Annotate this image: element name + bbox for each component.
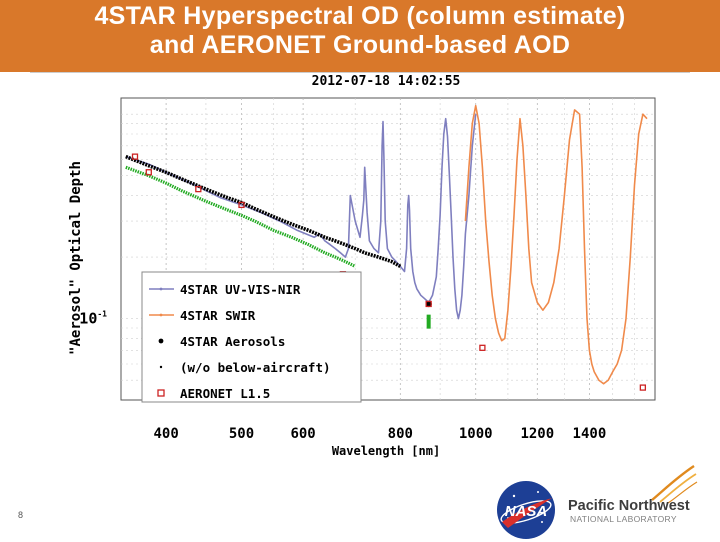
legend-label: 4STAR SWIR (180, 308, 256, 323)
legend-label: 4STAR UV-VIS-NIR (180, 282, 301, 297)
legend-box (141, 271, 362, 403)
legend-item: AERONET L1.5 (157, 386, 270, 401)
x-tick-label: 1200 (520, 426, 554, 442)
aeronet-point (145, 169, 152, 176)
legend-label: 4STAR Aerosols (180, 334, 285, 349)
pnnl-logo: Pacific Northwest NATIONAL LABORATORY (568, 498, 690, 525)
slide-title: 4STAR Hyperspectral OD (column estimate)… (0, 2, 720, 60)
slide-title-line1: 4STAR Hyperspectral OD (column estimate) (94, 2, 626, 30)
chart-title: 2012-07-18 14:02:55 (312, 74, 461, 89)
x-tick-label: 600 (290, 426, 315, 442)
slide-number: 8 (18, 510, 24, 520)
title-bar: 4STAR Hyperspectral OD (column estimate)… (0, 0, 720, 72)
x-axis-ticks: 400 500 600 800 1000 1200 1400 (153, 426, 606, 442)
aerosols-no-below-point (426, 314, 431, 329)
x-axis-label: Wavelength [nm] (332, 444, 440, 458)
legend-dot-swatch (159, 365, 163, 369)
grid-lines (121, 98, 655, 400)
x-tick-label: 400 (153, 426, 178, 442)
x-tick-label: 1000 (459, 426, 493, 442)
x-tick-label: 500 (229, 426, 254, 442)
chart-legend: 4STAR UV-VIS-NIR 4STAR SWIR 4STAR Aerosols… (141, 271, 362, 403)
series-layer (125, 104, 648, 391)
legend-dot-swatch (158, 338, 164, 344)
legend-item: 4STAR UV-VIS-NIR (149, 282, 301, 297)
y-axis-label: "Aerosol" Optical Depth (68, 161, 84, 355)
pnnl-name: Pacific Northwest (568, 498, 690, 514)
legend-item: (w/o below-aircraft) (159, 360, 331, 375)
aeronet-point (131, 153, 139, 160)
legend-label: AERONET L1.5 (180, 386, 270, 401)
aeronet-point (238, 201, 245, 209)
legend-item: 4STAR SWIR (149, 308, 256, 323)
title-divider (30, 72, 690, 73)
aerosols-point (425, 300, 432, 308)
aeronet-point (479, 344, 486, 351)
aeronet-point (425, 300, 432, 308)
y-axis-ticks: 10-1 (79, 310, 107, 328)
pnnl-swoosh-icon (651, 465, 698, 504)
series-aerosols-band (125, 154, 402, 268)
slide-title-line2: and AERONET Ground-based AOD (149, 31, 571, 59)
x-tick-label: 1400 (573, 426, 607, 442)
series-uv-vis-nir-line (125, 114, 477, 320)
x-tick-label: 800 (388, 426, 413, 442)
legend-item: 4STAR Aerosols (158, 334, 285, 349)
pnnl-subtitle: NATIONAL LABORATORY (570, 514, 677, 524)
aeronet-point (639, 384, 647, 391)
series-swir-line (464, 104, 648, 385)
nasa-wordmark: NASA (505, 503, 548, 520)
y-tick-label: 10-1 (79, 310, 107, 328)
aeronet-point (195, 185, 202, 193)
optical-depth-chart: 2012-07-18 14:02:55 400 500 600 800 1000 1200… (68, 74, 656, 458)
nasa-logo: NASA (497, 481, 555, 539)
legend-square-swatch (157, 389, 165, 397)
legend-label: (w/o below-aircraft) (180, 360, 331, 375)
